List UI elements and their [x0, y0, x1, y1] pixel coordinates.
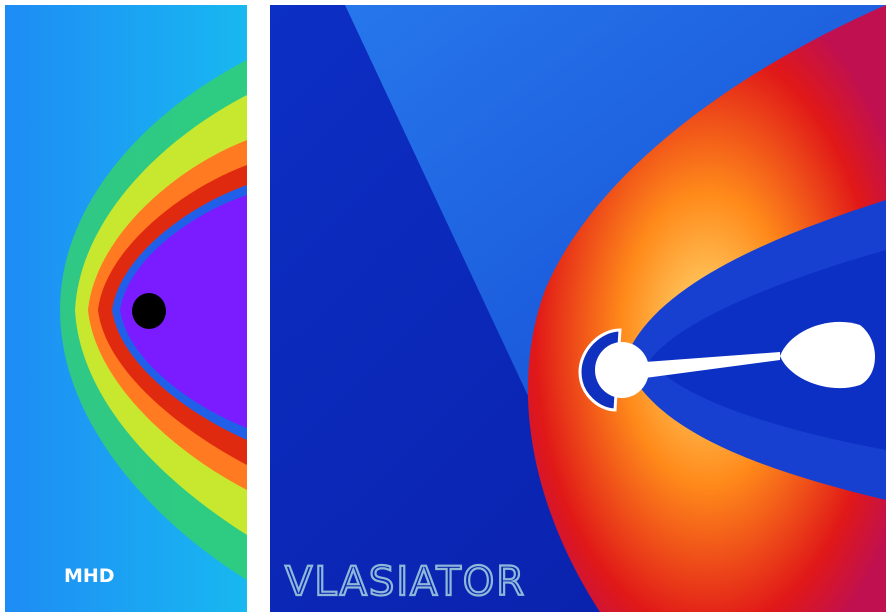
- tail-current: [645, 352, 780, 378]
- logo: VLASIATOR: [285, 559, 526, 605]
- mhd-panel: MHD: [5, 5, 247, 612]
- inner-boundary: [595, 342, 649, 398]
- magnetosphere: [120, 195, 247, 428]
- planet: [132, 293, 166, 329]
- plasmoid: [780, 321, 875, 389]
- lobe: [650, 250, 886, 450]
- vlasiator-panel: VLASIATOR: [270, 5, 886, 612]
- panel-label: MHD: [64, 565, 115, 587]
